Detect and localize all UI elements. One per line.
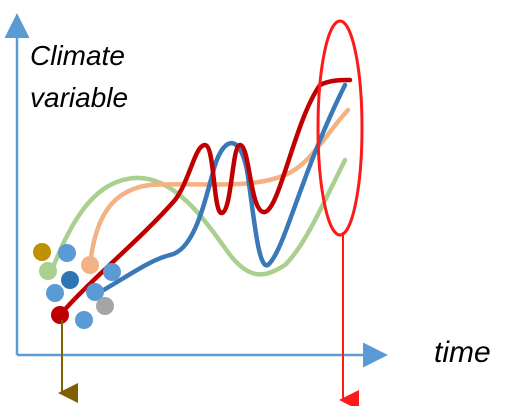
- initial-condition-dots: [33, 243, 121, 329]
- dot-blue: [58, 244, 76, 262]
- dot-blue: [103, 263, 121, 281]
- dot-gold: [33, 243, 51, 261]
- y-axis-label-line2: variable: [30, 82, 129, 113]
- x-axis-label: time: [434, 336, 491, 369]
- end-state-ellipse: [316, 19, 364, 237]
- dot-orange: [81, 256, 99, 274]
- dot-grey: [96, 297, 114, 315]
- blue-curve: [92, 82, 348, 298]
- dot-darkblue: [61, 271, 79, 289]
- green-curve: [49, 157, 348, 277]
- dot-darkred: [51, 306, 69, 324]
- dot-blue: [86, 283, 104, 301]
- red-curve: [57, 77, 353, 318]
- dot-green: [39, 262, 57, 280]
- dot-blue: [46, 284, 64, 302]
- y-axis-label-line1: Climate: [30, 40, 125, 71]
- dot-blue: [75, 311, 93, 329]
